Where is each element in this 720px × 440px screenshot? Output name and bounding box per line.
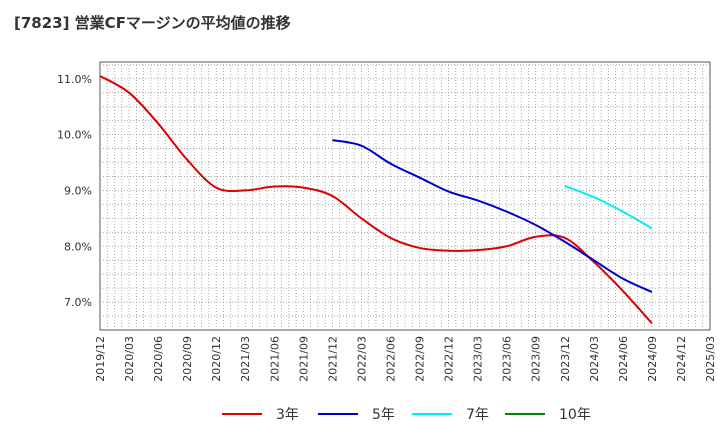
legend-swatch (505, 413, 545, 415)
legend-item: 3年 (222, 404, 299, 424)
x-tick-label: 2024/03 (588, 336, 601, 382)
x-tick-label: 2023/06 (501, 336, 514, 382)
y-tick-label: 9.0% (64, 184, 92, 197)
legend-swatch (412, 413, 452, 415)
x-tick-label: 2024/09 (646, 336, 659, 382)
x-tick-label: 2020/09 (181, 336, 194, 382)
legend-label: 7年 (466, 407, 489, 423)
x-tick-label: 2025/03 (704, 336, 717, 382)
y-tick-label: 8.0% (64, 240, 92, 253)
x-tick-label: 2021/12 (326, 336, 339, 382)
x-tick-label: 2023/12 (559, 336, 572, 382)
legend-item: 7年 (412, 404, 489, 424)
legend-label: 3年 (276, 407, 299, 423)
legend-swatch (318, 413, 358, 415)
chart-title: [7823] 営業CFマージンの平均値の推移 (14, 14, 291, 32)
x-tick-label: 2022/09 (414, 336, 427, 382)
x-tick-label: 2023/09 (530, 336, 543, 382)
x-tick-label: 2022/06 (384, 336, 397, 382)
legend-swatch (222, 413, 262, 415)
y-tick-label: 7.0% (64, 296, 92, 309)
y-tick-label: 11.0% (57, 73, 92, 86)
x-tick-label: 2023/03 (472, 336, 485, 382)
x-tick-label: 2024/06 (617, 336, 630, 382)
x-tick-label: 2020/06 (152, 336, 165, 382)
series-line-7年 (564, 185, 653, 230)
plot-area (99, 61, 711, 331)
line-chart: 7.0% 8.0% 9.0% 10.0% 11.0% 2019/12 2020/03 2020… (57, 61, 717, 382)
legend-item: 10年 (505, 404, 591, 424)
x-tick-label: 2022/03 (355, 336, 368, 382)
series-line-5年 (332, 139, 653, 293)
legend-label: 5年 (372, 407, 395, 423)
x-tick-label: 2022/12 (443, 336, 456, 382)
legend-label: 10年 (559, 407, 591, 423)
x-tick-label: 2021/09 (297, 336, 310, 382)
x-tick-label: 2021/06 (268, 336, 281, 382)
legend-item: 5年 (318, 404, 395, 424)
x-tick-label: 2021/03 (239, 336, 252, 382)
x-tick-label: 2020/03 (123, 336, 136, 382)
chart-legend: 3年 5年 7年 10年 (0, 400, 720, 430)
series-line-3年 (99, 75, 653, 324)
x-tick-label: 2019/12 (94, 336, 107, 382)
x-tick-label: 2024/12 (675, 336, 688, 382)
y-tick-label: 10.0% (57, 129, 92, 142)
x-tick-label: 2020/12 (210, 336, 223, 382)
